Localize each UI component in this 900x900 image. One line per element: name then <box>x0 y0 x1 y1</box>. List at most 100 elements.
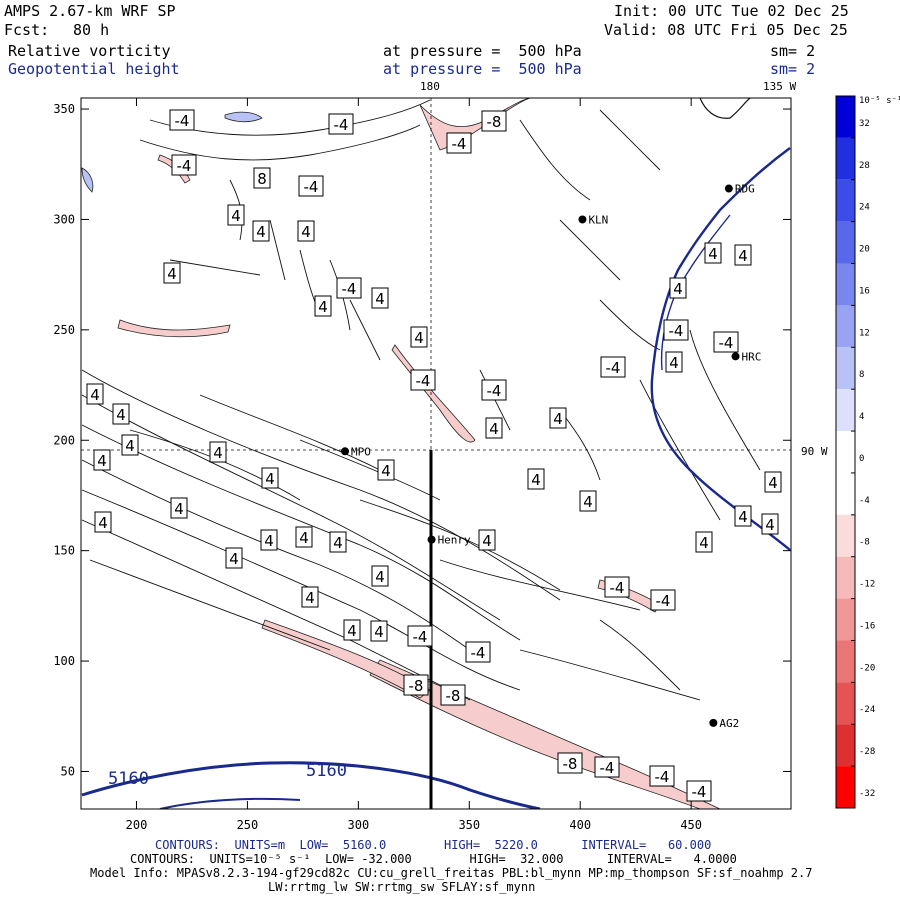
colorbar-swatch <box>836 556 855 599</box>
contour-label-text: 4 <box>98 514 108 532</box>
contour-label-box <box>371 287 389 309</box>
contour-label-box <box>764 471 782 493</box>
contour-label-text: 4 <box>553 410 563 428</box>
contour-label-box <box>410 369 436 391</box>
contour-label-text: 4 <box>738 247 748 265</box>
contour-label-text: 4 <box>318 298 328 316</box>
contour-label-box <box>314 295 332 317</box>
field2-level: at pressure = 500 hPa <box>383 60 582 78</box>
contour-label-box <box>527 468 545 490</box>
contour-label-text: -4 <box>471 644 486 662</box>
x-tick-label: 450 <box>680 818 702 832</box>
contour-label-box <box>481 379 507 401</box>
contour-label-text: 4 <box>489 420 499 438</box>
forecast-label: Fcst: <box>4 21 50 39</box>
contour-label-box <box>336 277 362 299</box>
contour-label-text: 4 <box>264 532 274 550</box>
contour-label-box <box>93 449 111 471</box>
contour-label-box <box>261 467 279 489</box>
station-dot <box>341 447 350 456</box>
y-tick-label: 300 <box>53 212 75 226</box>
colorbar-frame <box>835 95 856 809</box>
x-tick-label: 200 <box>126 818 148 832</box>
contour-label-text: -4 <box>413 628 428 646</box>
colorbar-swatch <box>836 221 855 264</box>
colorbar-tick-label: 0 <box>859 454 864 464</box>
contour-label-box <box>485 417 503 439</box>
contour-label-box <box>478 529 496 551</box>
x-axis: 200 250 300 350 400 450 <box>126 98 702 832</box>
contour-label-text: 8 <box>257 170 267 188</box>
y-tick-label: 350 <box>53 102 75 116</box>
field1-smoothing: sm= 2 <box>770 42 816 60</box>
contour-label-text: -4 <box>342 280 357 298</box>
contour-label-text: 4 <box>374 623 384 641</box>
contour-label-text: 4 <box>299 529 309 547</box>
contour-label-box <box>549 407 567 429</box>
colorbar: 32 28 24 20 16 12 8 4 0 -4 -8 -12 -16 -20 -24 -28 -32 <box>835 95 875 809</box>
colorbar-swatch <box>836 682 855 725</box>
contour-label-text: 4 <box>333 534 343 552</box>
valid-time: Valid: 08 UTC Fri 05 Dec 25 <box>604 21 848 39</box>
colorbar-swatch <box>836 724 855 767</box>
model-info: Model Info: MPASv8.2.3-194-gf29cd82c CU:… <box>90 866 813 880</box>
colorbar-swatch <box>836 514 855 557</box>
contour-label-box <box>734 505 752 527</box>
contour-label-box <box>686 780 712 802</box>
y-tick-label: 250 <box>53 323 75 337</box>
colorbar-swatch <box>836 305 855 348</box>
contour-label-text: 4 <box>256 223 266 241</box>
contour-label-text: 4 <box>301 223 311 241</box>
contour-label-box <box>713 331 739 353</box>
contour-label-box <box>328 113 354 135</box>
contour-label-text: 4 <box>482 532 492 550</box>
contour-label-text: 4 <box>699 534 709 552</box>
field1-name: Relative vorticity <box>8 42 171 60</box>
contour-label-text: 4 <box>738 508 748 526</box>
forecast-value: 80 h <box>73 21 110 39</box>
contour-label-box <box>301 586 319 608</box>
contour-label-text: 4 <box>347 622 357 640</box>
colorbar-swatch <box>836 137 855 180</box>
colorbar-unit: 10⁻⁵ s⁻¹ <box>859 96 900 106</box>
contour-label-text: -4 <box>175 112 190 130</box>
vorticity-contour-info: CONTOURS: UNITS=10⁻⁵ s⁻¹ LOW= -32.000 HI… <box>130 852 737 866</box>
contour-label-text: 4 <box>381 462 391 480</box>
contour-label-text: -4 <box>177 157 192 175</box>
contour-label-text: 4 <box>414 329 424 347</box>
contour-label-text: 4 <box>229 550 239 568</box>
colorbar-swatch <box>836 96 855 138</box>
colorbar-tick-label: 16 <box>859 286 870 296</box>
colorbar-tick-label: -16 <box>859 621 875 631</box>
contour-label-text: 4 <box>167 265 177 283</box>
contour-label-box <box>440 684 466 706</box>
contour-label-box <box>121 434 139 456</box>
contour-label-box <box>86 383 104 405</box>
contour-box-labels: -4 -4 -4 -8 -4 8 -4 4 4 4 4 -4 4 4 4 -4 -4 4 4 4 4 -4 -4 -4 4 4 4 4… <box>86 109 782 802</box>
contour-label-text: 4 <box>375 290 385 308</box>
contour-label-box <box>410 326 428 348</box>
station-label: KLN <box>588 213 608 226</box>
lon-label-180: 180 <box>420 80 440 93</box>
contour-label-box <box>169 109 195 131</box>
contour-label-box <box>704 242 722 264</box>
colorbar-tick-label: -24 <box>859 705 875 715</box>
contour-label-box <box>170 497 188 519</box>
contour-label-box <box>579 490 597 512</box>
contour-label-text: -4 <box>416 372 431 390</box>
station-label: RDG <box>735 183 755 196</box>
station-label: HRC <box>742 350 762 363</box>
contour-label-box <box>665 351 683 373</box>
contour-label-box <box>481 110 507 132</box>
colorbar-tick-label: 12 <box>859 328 870 338</box>
colorbar-swatch <box>836 598 855 641</box>
contour-label-box <box>663 319 689 341</box>
contour-label-box <box>407 625 433 647</box>
contour-label-text: 4 <box>125 437 135 455</box>
height-contour-5160-lower <box>159 797 301 809</box>
contour-label-text: -4 <box>600 759 615 777</box>
contour-label-box <box>695 531 713 553</box>
contour-label-text: -4 <box>610 579 625 597</box>
